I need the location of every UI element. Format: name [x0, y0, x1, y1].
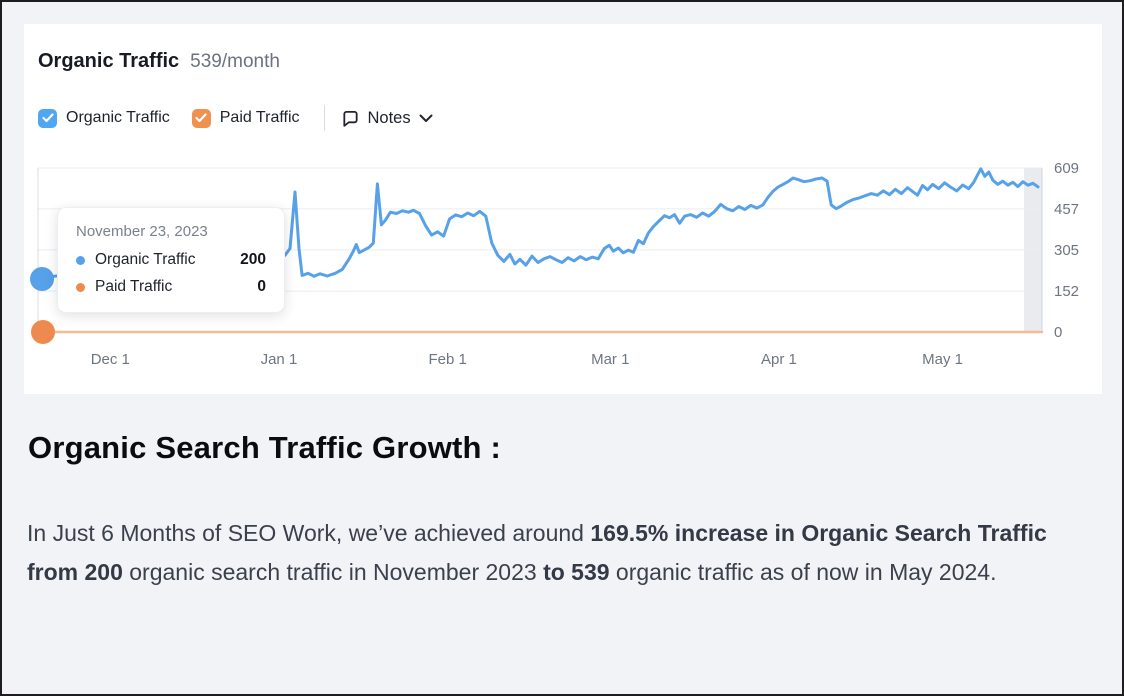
x-tick-label: Jan 1 — [261, 351, 298, 368]
tooltip-date: November 23, 2023 — [76, 223, 208, 240]
y-tick-label: 0 — [1054, 324, 1062, 341]
y-tick-label: 152 — [1054, 283, 1079, 300]
organic-traffic-card: Organic Traffic 539/month Organic Traffi… — [24, 24, 1102, 394]
legend-item-paid-traffic[interactable]: Paid Traffic — [191, 108, 300, 128]
x-tick-label: Feb 1 — [428, 351, 466, 368]
legend-label: Organic Traffic — [66, 109, 170, 126]
tooltip-value: 200 — [240, 251, 266, 268]
y-tick-label: 609 — [1054, 160, 1079, 177]
legend-divider — [323, 105, 325, 131]
paid-traffic-checkbox[interactable] — [191, 108, 211, 128]
y-tick-label: 305 — [1054, 242, 1079, 259]
chart-tooltip: November 23, 2023 Organic Traffic 200 Pa… — [57, 207, 285, 313]
legend-item-organic-traffic[interactable]: Organic Traffic — [38, 108, 170, 128]
paid-hover-marker[interactable] — [31, 320, 55, 344]
legend-row: Organic Traffic Paid Traffic Notes — [38, 104, 433, 132]
card-subtitle: 539/month — [190, 51, 280, 72]
tooltip-row-paid: Paid Traffic 0 — [76, 278, 266, 296]
card-title: Organic Traffic — [38, 50, 180, 72]
check-icon — [195, 113, 207, 123]
x-tick-label: May 1 — [922, 351, 963, 368]
summary-paragraph: In Just 6 Months of SEO Work, we’ve achi… — [27, 520, 1047, 585]
chevron-down-icon — [419, 114, 433, 122]
tooltip-label: Organic Traffic — [95, 251, 196, 268]
tooltip-value: 0 — [257, 278, 266, 295]
page-title: Organic Search Traffic Growth : — [28, 430, 502, 465]
paid-dot-icon — [76, 282, 85, 292]
y-tick-label: 457 — [1054, 201, 1079, 218]
tooltip-label: Paid Traffic — [95, 278, 173, 295]
series-line — [36, 167, 1040, 280]
check-icon — [41, 113, 54, 123]
x-tick-label: Apr 1 — [761, 351, 797, 368]
legend-label: Paid Traffic — [219, 109, 300, 126]
x-tick-label: Mar 1 — [591, 351, 629, 368]
card-header: Organic Traffic 539/month — [38, 50, 280, 73]
traffic-chart-svg[interactable]: 0 152 305 457 609 Dec 1 Jan 1 Feb 1 Mar 1 Apr 1 Ma… — [24, 154, 1102, 394]
tooltip-row-organic: Organic Traffic 200 — [76, 251, 266, 269]
organic-hover-marker[interactable] — [30, 267, 54, 291]
x-tick-label: Dec 1 — [91, 351, 130, 368]
notes-button[interactable]: Notes — [341, 109, 433, 128]
notes-bubble-icon — [342, 110, 358, 127]
organic-dot-icon — [76, 255, 85, 265]
organic-traffic-checkbox[interactable] — [38, 108, 57, 128]
notes-label: Notes — [367, 108, 411, 127]
